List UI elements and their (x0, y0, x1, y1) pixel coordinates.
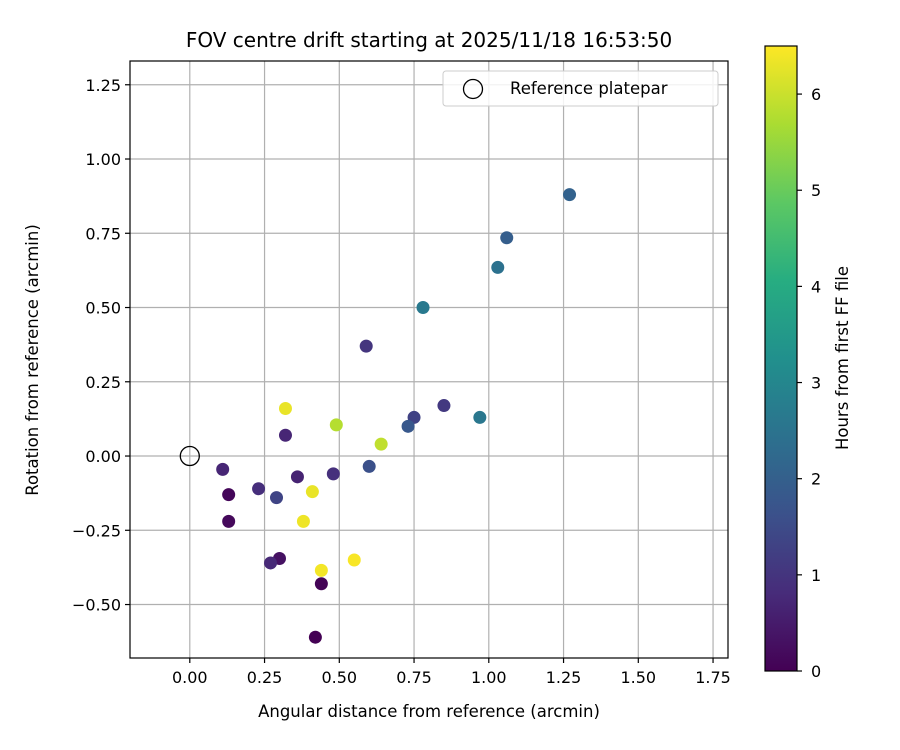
colorbar-gradient (764, 45, 798, 672)
data-point (314, 577, 328, 591)
data-point (500, 231, 514, 245)
data-point (278, 402, 292, 416)
colorbar-tick-label: 4 (811, 277, 821, 296)
data-point (314, 563, 328, 577)
data-point (252, 482, 266, 496)
data-point (473, 410, 487, 424)
colorbar-tick-label: 5 (811, 181, 821, 200)
legend-marker-icon (462, 78, 484, 100)
data-points (179, 188, 577, 644)
data-point (374, 437, 388, 451)
data-point (290, 470, 304, 484)
plot-area-frame (129, 60, 729, 659)
chart-title: FOV centre drift starting at 2025/11/18 … (186, 28, 672, 52)
y-tick-label: 0.50 (85, 299, 121, 318)
colorbar-label: Hours from first FF file (833, 266, 852, 450)
legend: Reference platepar (442, 70, 719, 107)
y-tick-label: 1.25 (85, 76, 121, 95)
data-point (270, 491, 284, 505)
data-point (437, 399, 451, 413)
y-tick-label: 0.00 (85, 447, 121, 466)
data-point (347, 553, 361, 567)
data-point (359, 339, 373, 353)
y-tick-label: 0.25 (85, 373, 121, 392)
x-tick-label: 0.00 (172, 668, 208, 687)
data-point (362, 459, 376, 473)
x-tick-label: 1.25 (546, 668, 582, 687)
legend-label: Reference platepar (510, 79, 668, 98)
data-point (401, 419, 415, 433)
x-tick-label: 1.00 (471, 668, 507, 687)
y-axis-ticks: −0.50 −0.25 0.00 0.25 0.50 0.75 1.00 1.25 (72, 76, 130, 615)
colorbar-tick-label: 3 (811, 374, 821, 393)
data-point (264, 556, 278, 570)
data-point (216, 462, 230, 476)
legend-box (442, 70, 719, 107)
colorbar-tick-label: 1 (811, 566, 821, 585)
colorbar: 0 1 2 3 4 5 6 Hours from first FF file (764, 45, 852, 681)
x-axis-label: Angular distance from reference (arcmin) (258, 702, 600, 721)
data-point (222, 488, 236, 502)
grid (130, 61, 728, 658)
data-point (305, 485, 319, 499)
colorbar-tick-label: 6 (811, 85, 821, 104)
y-tick-label: −0.25 (72, 521, 121, 540)
data-point (326, 467, 340, 481)
y-tick-label: −0.50 (72, 596, 121, 615)
x-tick-label: 1.50 (620, 668, 656, 687)
x-tick-label: 0.50 (321, 668, 357, 687)
data-point (329, 418, 343, 432)
x-tick-label: 1.75 (695, 668, 731, 687)
colorbar-tick-label: 0 (811, 662, 821, 681)
data-point (416, 301, 430, 315)
reference-platepar-marker (179, 445, 200, 467)
data-point (563, 188, 577, 202)
x-tick-label: 0.75 (396, 668, 432, 687)
data-point (296, 514, 310, 528)
y-tick-label: 0.75 (85, 224, 121, 243)
x-tick-label: 0.25 (247, 668, 283, 687)
y-tick-label: 1.00 (85, 150, 121, 169)
data-point (308, 630, 322, 644)
colorbar-tick-label: 2 (811, 470, 821, 489)
data-point (491, 260, 505, 274)
data-point (222, 514, 236, 528)
y-axis-label: Rotation from reference (arcmin) (23, 224, 42, 496)
x-axis-ticks: 0.00 0.25 0.50 0.75 1.00 1.25 1.50 1.75 (172, 658, 731, 687)
colorbar-ticks: 0 1 2 3 4 5 6 (797, 85, 821, 681)
data-point (278, 428, 292, 442)
